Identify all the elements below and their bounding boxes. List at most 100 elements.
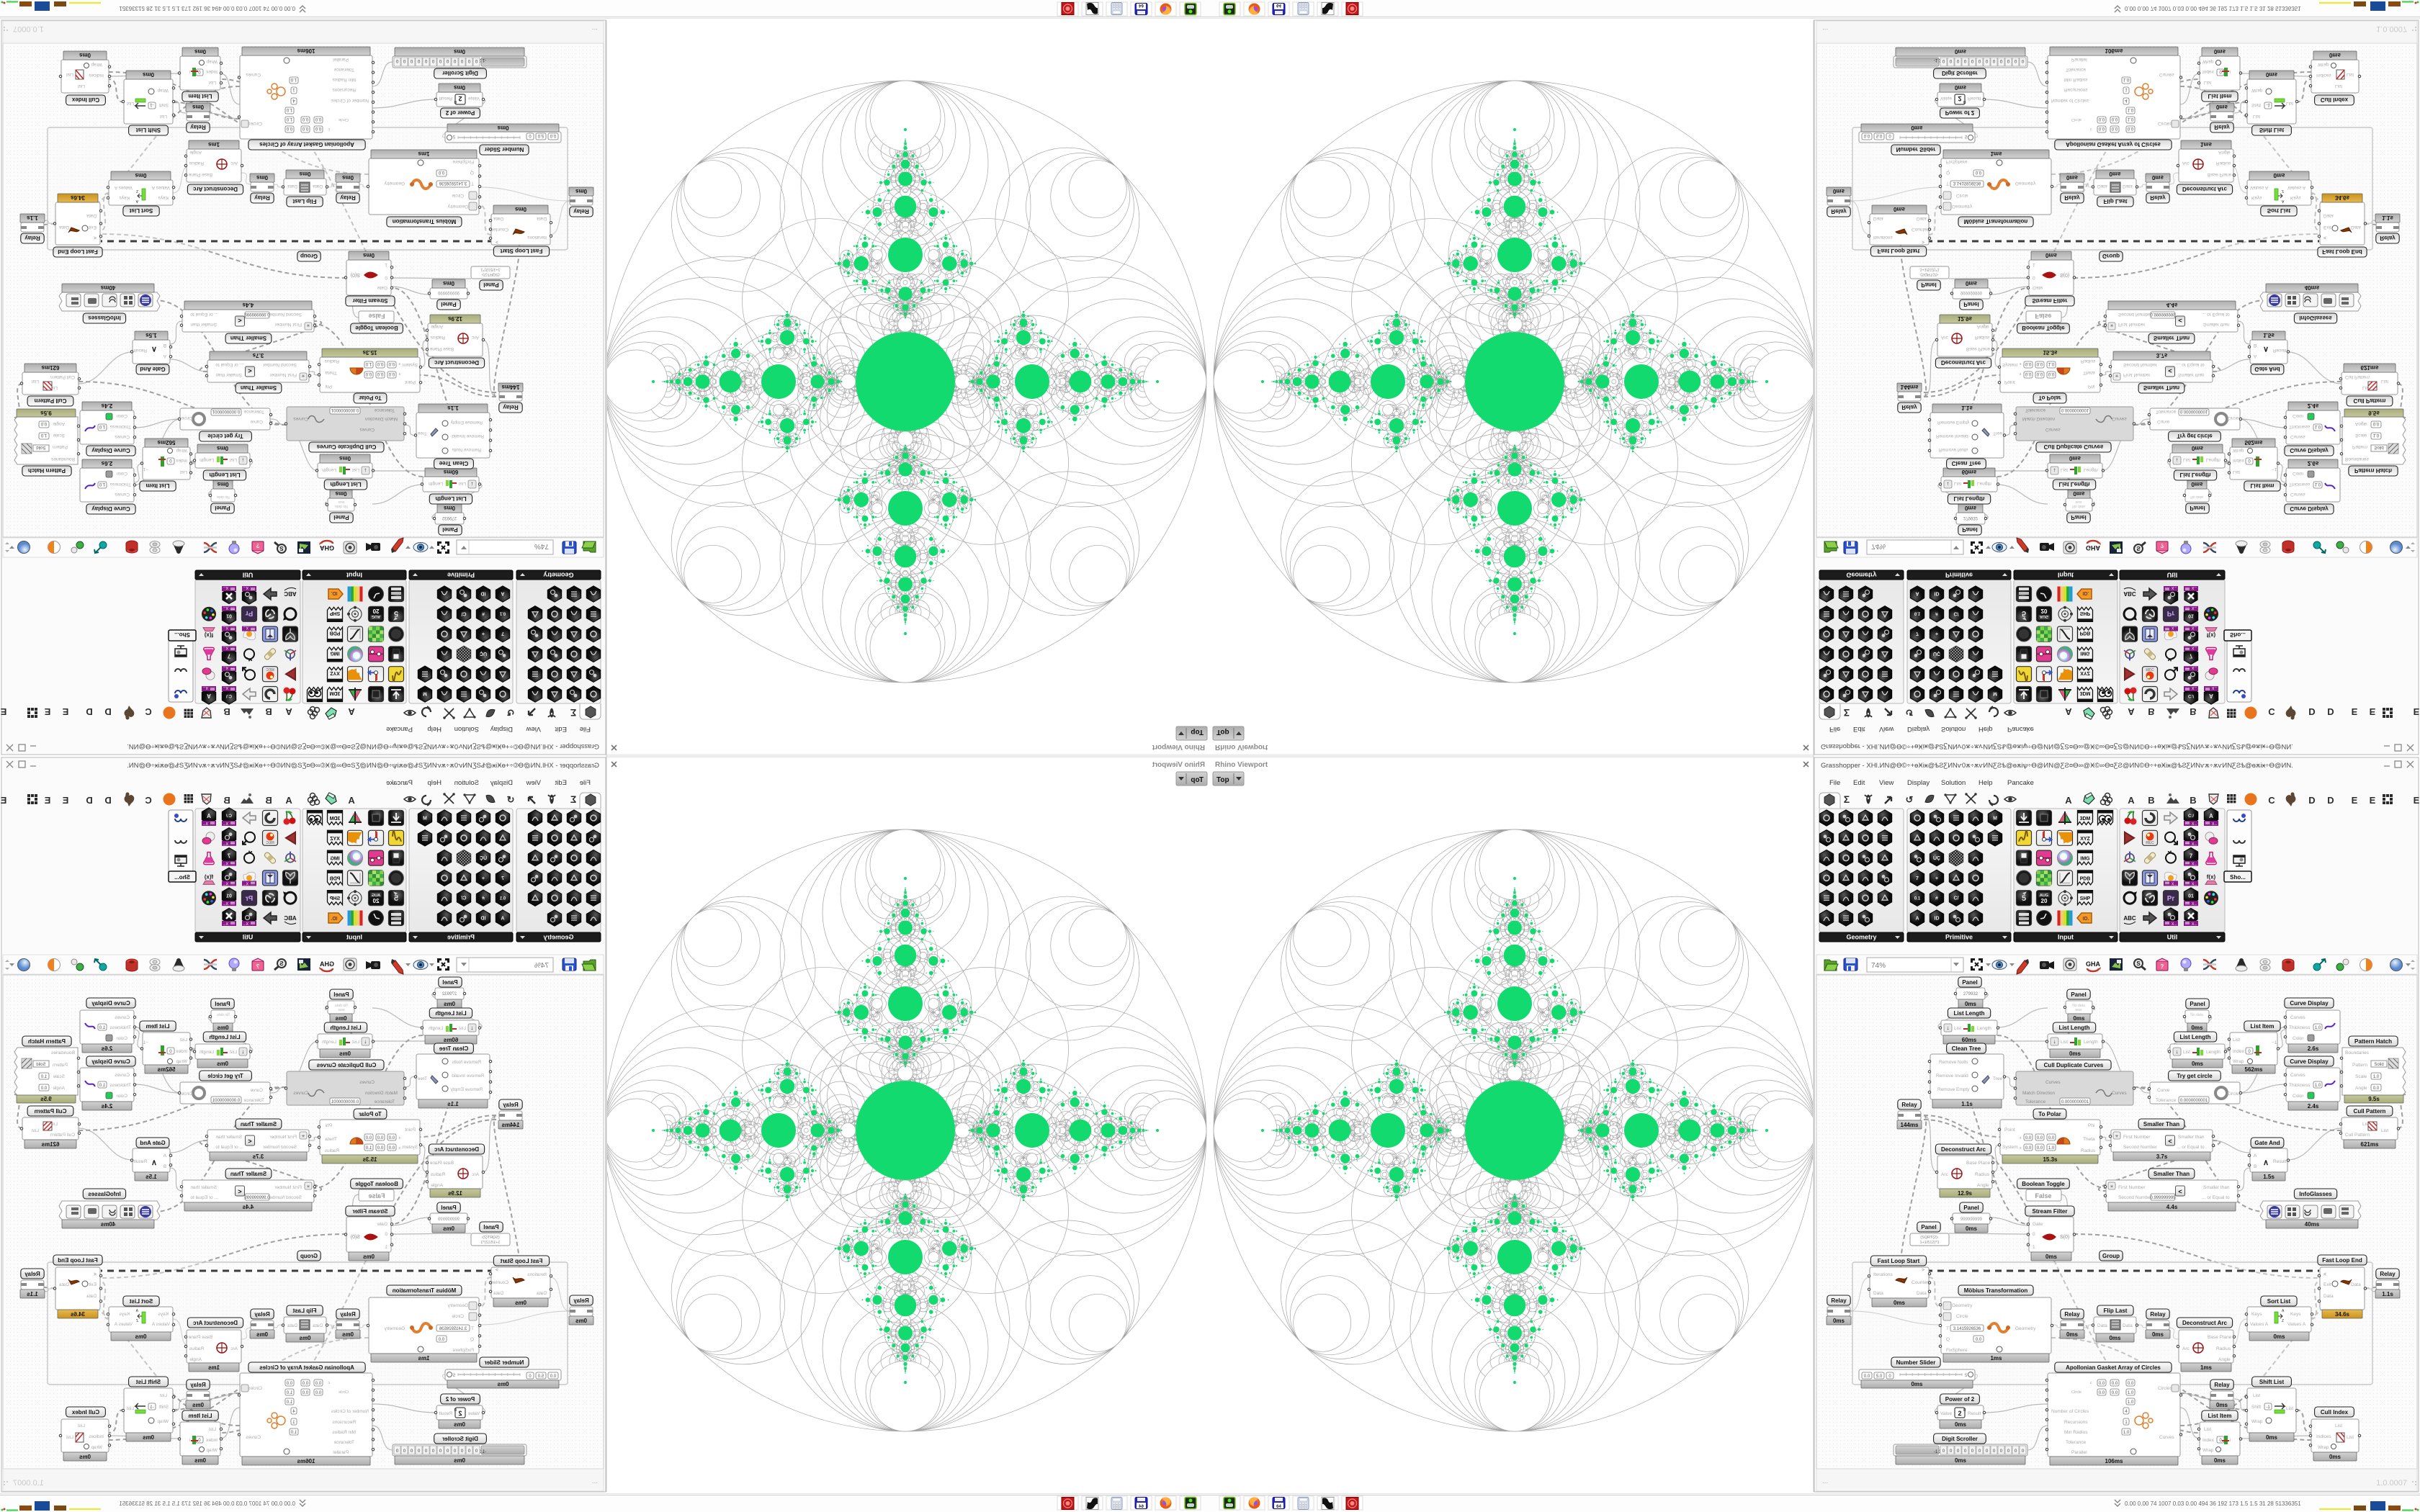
svg-text:Angle: Angle [2218,1357,2231,1362]
svg-text:0.999999999: 0.999999999 [2150,1196,2176,1200]
svg-text:0.0: 0.0 [2112,1382,2118,1386]
svg-text:Gate And: Gate And [2254,1140,2280,1146]
svg-text:A: A [2128,795,2135,806]
svg-text:1.1s: 1.1s [2382,1291,2393,1297]
svg-text:Curve Display: Curve Display [2290,1000,2329,1007]
svg-text:2.6s: 2.6s [2308,1045,2319,1052]
svg-text:Value: Value [1940,1411,1953,1416]
svg-text:List Item: List Item [2208,1413,2232,1419]
svg-text:5.0: 5.0 [1876,1374,1883,1379]
svg-text:7: 7 [2190,853,2193,860]
svg-text:X...: X... [2172,922,2177,927]
svg-text:0ms: 0ms [2192,1061,2204,1067]
svg-text:Base Plane: Base Plane [1966,1161,1991,1166]
svg-text:Values A: Values A [2287,1322,2306,1327]
svg-text:1.0: 1.0 [2123,1431,2130,1435]
svg-text:0: 0 [1978,1449,1981,1454]
svg-text:First Number: First Number [2118,1185,2146,1190]
svg-text:Smaller Than: Smaller Than [2143,1121,2179,1128]
svg-text:0ms: 0ms [2216,1402,2228,1408]
svg-text:x: x [2020,1136,2022,1140]
svg-text:B: B [2254,1164,2257,1169]
svg-text:Result: Result [1968,1411,1981,1416]
svg-text:↺: ↺ [1906,794,1914,805]
svg-text:↓: ↓ [2053,1038,2056,1045]
svg-text:Match Direction: Match Direction [2022,1091,2056,1096]
svg-text:Grasshopper - XHǀ.ИN@Ѳ©÷+ѳӾiӿ@: Grasshopper - XHǀ.ИN@Ѳ©÷+ѳӾiӿ@ѣƧƸИNѵ0ѫ÷ѫ… [1821,762,2293,770]
svg-text:R: R [1963,1408,1966,1413]
svg-text:Relay: Relay [2214,1382,2230,1388]
svg-text:1+1/512)*1: 1+1/512)*1 [1919,1241,1939,1245]
svg-text:Circle: Circle [1956,1314,1968,1319]
svg-text:Sort List: Sort List [2267,1298,2291,1305]
svg-text:Curves: Curves [2045,1080,2061,1085]
svg-text:↓: ↓ [1947,1025,1950,1031]
svg-text:0.0: 0.0 [1976,1338,1982,1342]
svg-text:Input: Input [2058,934,2074,941]
svg-text:0: 0 [2219,1439,2222,1443]
svg-text:Exit: Exit [2323,1282,2331,1287]
svg-text:A: A [2254,1153,2257,1158]
svg-text:Arc: Arc [1941,1172,1949,1177]
svg-text:S(0): S(0) [2060,1235,2069,1240]
svg-text:0ms: 0ms [1955,1457,1967,1464]
svg-text:E: E [2352,795,2358,806]
svg-text:999999999: 999999999 [1960,1218,1983,1222]
svg-text:E: E [2414,795,2420,806]
svg-text:Color: Color [2293,1036,2304,1041]
svg-text:2.4s: 2.4s [2308,1103,2319,1110]
svg-text:Values A: Values A [2250,1322,2269,1327]
svg-text:Top: Top [1216,776,1229,784]
svg-text:Data: Data [2123,1323,2133,1328]
svg-text:0.0: 0.0 [2025,1146,2032,1151]
svg-text:S: S [2136,960,2141,967]
svg-text:A: A [2282,1309,2285,1313]
svg-text:X...: X... [2192,822,2197,827]
svg-text:Stream Filter: Stream Filter [2033,1208,2068,1215]
svg-text:0.00 0.00 74 1007 0.03 0.0: 0.00 0.00 74 1007 0.03 0.00 494 36 192 1… [2125,1500,2301,1507]
svg-text:Thickness: Thickness [2289,1025,2311,1030]
svg-text:Geometry: Geometry [1846,934,1876,941]
svg-text:X...: X... [2192,922,2197,927]
svg-text:Index: Index [2202,1438,2215,1443]
svg-text:Power of 2: Power of 2 [1945,1396,1975,1403]
svg-text:Primitive: Primitive [1945,934,1973,941]
svg-text:20: 20 [2041,898,2048,904]
svg-text:X...: X... [2172,882,2177,886]
svg-text:621ms: 621ms [2361,1141,2379,1148]
svg-text:Number of Circles: Number of Circles [2051,1409,2089,1414]
svg-text:Geometry: Geometry [2015,1326,2036,1331]
svg-text:Remove Nulls: Remove Nulls [1939,1060,1968,1065]
svg-text:Boolean Toggle: Boolean Toggle [2022,1181,2065,1187]
svg-text:9.5s: 9.5s [2368,1096,2380,1102]
svg-text:Number Slider: Number Slider [1896,1359,1936,1366]
svg-text:Solid: Solid [2374,1063,2383,1067]
svg-text:0ms: 0ms [1911,1381,1923,1387]
svg-text:Möbius Transformation: Möbius Transformation [1964,1287,2028,1294]
svg-text:Geometry: Geometry [1952,1303,1973,1308]
svg-text:File: File [1829,779,1840,787]
svg-text:Data: Data [2323,1294,2334,1299]
svg-text:0ms: 0ms [1966,1225,1978,1232]
svg-text:+: + [1935,876,1938,881]
svg-text:Relay: Relay [2380,1271,2396,1277]
svg-text:12.9s: 12.9s [1958,1190,1973,1197]
svg-text:Thickness: Thickness [2289,1083,2311,1088]
svg-text:GHA: GHA [2086,960,2101,968]
svg-text:Tolerance: Tolerance [2066,1440,2087,1445]
svg-text:C/: C/ [1954,896,1959,901]
svg-text:Second Number: Second Number [2118,1195,2153,1200]
svg-text:40ms: 40ms [2305,1221,2320,1228]
svg-text:Recursions: Recursions [2064,1420,2088,1425]
svg-text:15.3s: 15.3s [2043,1156,2058,1163]
svg-text:0.0: 0.0 [1864,1374,1870,1379]
svg-text:Base Plane: Base Plane [2208,1335,2232,1340]
svg-text:Cull Duplicate Curves: Cull Duplicate Curves [2044,1062,2104,1068]
svg-text:D: D [2327,795,2334,806]
svg-text:List Length: List Length [2058,1025,2089,1031]
svg-text:c: c [2090,1381,2092,1385]
svg-text:0ms: 0ms [2273,1333,2285,1340]
svg-text:Fast Loop End: Fast Loop End [2322,1257,2362,1264]
svg-text:7: 7 [1916,876,1919,881]
svg-text:C: C [2268,795,2275,806]
